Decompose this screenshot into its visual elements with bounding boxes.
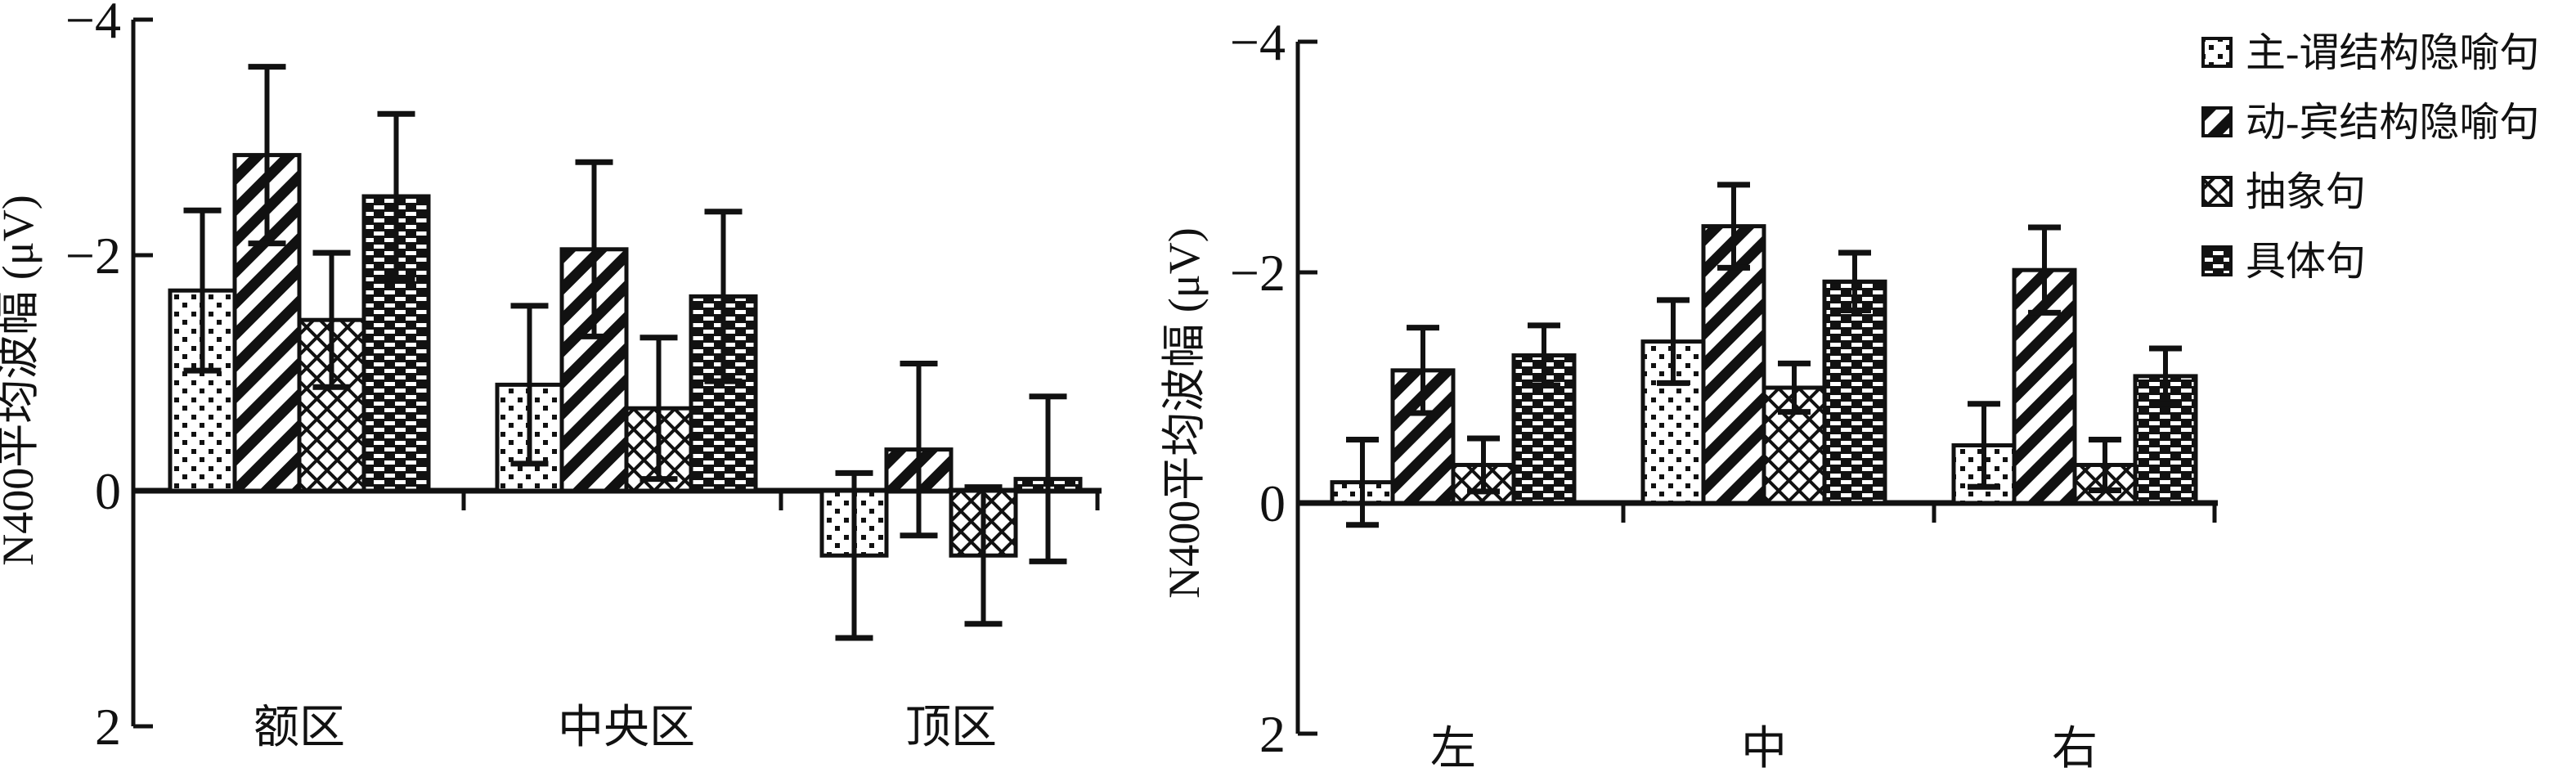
error-bar-left-g0-s0: [183, 207, 222, 374]
error-bar-right-g2-s0: [1968, 401, 2000, 490]
error-bar-right-g0-s1: [1407, 325, 1439, 416]
error-bar-right-g2-s1: [2028, 224, 2061, 316]
error-bar-right-g1-s2: [1778, 360, 1811, 415]
error-bar-left-g2-s1: [900, 360, 938, 539]
error-bar-left-g1-s1: [575, 159, 613, 339]
error-bar-left-g1-s0: [510, 303, 549, 467]
error-bar-right-g0-s3: [1528, 322, 1560, 388]
error-bar-right-g1-s1: [1717, 182, 1750, 271]
category-label-left-0: 额区: [254, 703, 345, 753]
category-label-right-0: 左: [1430, 724, 1476, 768]
y-tick-label: 0: [1259, 474, 1286, 532]
chart-left: −4 −2 0 2 额区 中央区 顶区 N400平均波幅 (μV): [0, 0, 1102, 756]
error-bar-left-g0-s1: [248, 64, 286, 247]
y-tick-label: 0: [95, 462, 121, 520]
y-tick-label: −2: [65, 227, 121, 285]
error-bar-left-g1-s2: [640, 335, 678, 483]
y-tick-label: −4: [65, 0, 121, 49]
chart-right: −4 −2 0 2 左 中 右 N400平均波幅 (μV): [1160, 13, 2218, 768]
legend-swatch-cross: [2201, 176, 2233, 207]
error-bar-left-g0-s3: [377, 110, 415, 282]
y-tick-label: −2: [1230, 244, 1286, 302]
y-tick-label: 2: [95, 698, 121, 756]
error-bar-left-g2-s0: [835, 469, 873, 641]
y-axis-title-right: N400平均波幅 (μV): [1160, 227, 1209, 598]
legend-label-0: 主-谓结构隐喻句: [2246, 30, 2539, 75]
error-bar-right-g2-s3: [2149, 345, 2182, 407]
error-bar-left-g2-s3: [1029, 393, 1067, 564]
error-bar-right-g0-s0: [1346, 436, 1379, 528]
legend-swatch-stripes: [2201, 106, 2233, 137]
error-bar-left-g2-s2: [964, 484, 1003, 627]
legend-swatch-dense: [2201, 245, 2233, 276]
category-label-right-2: 右: [2052, 724, 2098, 768]
legend-label-3: 具体句: [2246, 239, 2366, 284]
error-bar-left-g1-s3: [704, 209, 743, 384]
category-label-right-1: 中: [1741, 724, 1787, 768]
category-label-left-1: 中央区: [558, 703, 695, 753]
category-label-left-2: 顶区: [905, 703, 997, 753]
y-tick-label: −4: [1230, 13, 1286, 71]
error-bar-right-g1-s3: [1838, 249, 1871, 314]
bar-right-g1-s3: [1822, 279, 1887, 505]
legend-label-2: 抽象句: [2246, 169, 2366, 214]
error-bar-right-g0-s2: [1467, 435, 1500, 495]
bar-right-g0-s1: [1390, 368, 1456, 505]
error-bar-right-g2-s2: [2089, 436, 2121, 493]
error-bar-right-g1-s0: [1657, 297, 1690, 386]
y-tick-label: 2: [1259, 705, 1286, 763]
error-bar-left-g0-s2: [312, 249, 351, 390]
legend-swatch-dots: [2201, 37, 2233, 68]
y-axis-title-left: N400平均波幅 (μV): [0, 195, 43, 565]
legend-label-1: 动-宾结构隐喻句: [2246, 100, 2539, 145]
